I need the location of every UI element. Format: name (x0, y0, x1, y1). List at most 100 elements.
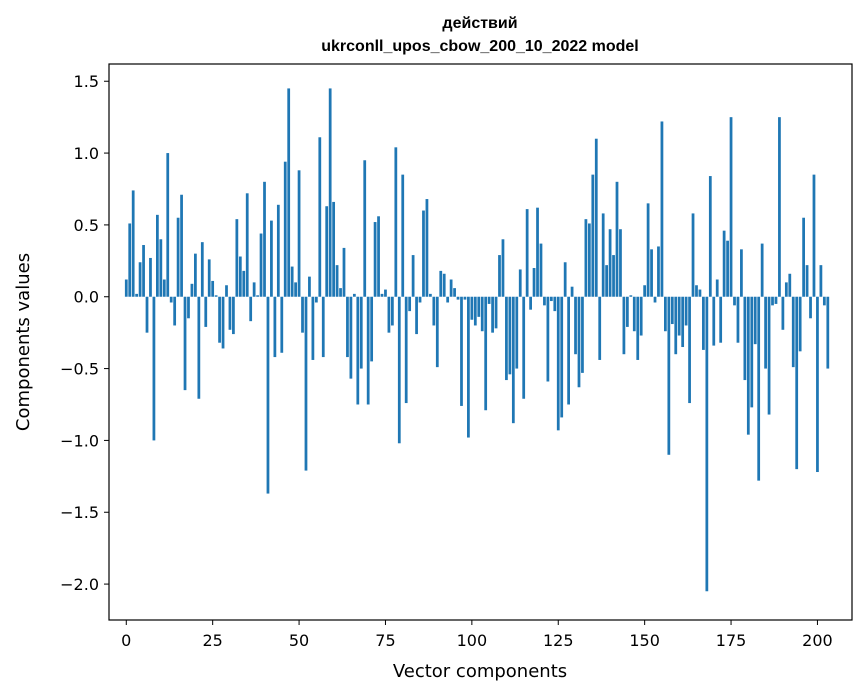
bar (456, 296, 460, 300)
bar (294, 282, 297, 297)
bar (418, 296, 422, 303)
bar (328, 88, 332, 297)
bar (176, 217, 180, 297)
bar (781, 296, 785, 330)
bar (498, 255, 501, 297)
bar (138, 262, 142, 297)
bar (567, 296, 570, 405)
bar (594, 138, 598, 297)
bar (280, 296, 284, 353)
bar (743, 296, 747, 381)
bar (321, 296, 325, 358)
bar (632, 296, 636, 332)
bar (180, 194, 183, 297)
bar (325, 206, 329, 297)
bar (207, 259, 211, 297)
bar (470, 296, 474, 320)
y-axis-ticks: −2.0 −1.5 −1.0 −0.5 0.0 0.5 1.0 1.5 (60, 72, 109, 594)
bar (173, 296, 177, 326)
bar (214, 295, 218, 297)
bar (522, 296, 526, 399)
bar (581, 296, 584, 373)
bar (197, 296, 201, 399)
x-tick-label: 150 (629, 631, 660, 650)
bar (242, 270, 246, 297)
bar (615, 181, 619, 297)
bar (183, 296, 187, 391)
bar (477, 296, 481, 317)
bar (767, 296, 771, 415)
bar (657, 246, 660, 297)
bar (404, 296, 408, 404)
bar (525, 209, 529, 297)
bar (232, 296, 235, 335)
bar (301, 296, 304, 333)
bar (342, 247, 346, 297)
bar (625, 296, 629, 327)
bar (601, 213, 605, 297)
bar (366, 296, 370, 405)
x-tick-label: 125 (543, 631, 574, 650)
bar (318, 137, 322, 297)
bar (795, 296, 799, 470)
bar (266, 296, 270, 494)
bar (387, 296, 391, 333)
bar (546, 296, 550, 382)
bar (553, 296, 557, 312)
bar (812, 174, 816, 297)
bar (598, 296, 602, 360)
bar (422, 210, 425, 297)
bar (757, 296, 761, 481)
bar (726, 240, 729, 297)
bar (688, 296, 691, 404)
bar (276, 204, 280, 297)
bar (311, 296, 315, 360)
x-tick-label: 100 (457, 631, 488, 650)
bar (128, 223, 132, 297)
x-axis-ticks: 0 25 50 75 100 125 150 175 200 (121, 620, 833, 650)
chart-title: действий (442, 15, 517, 32)
bar (401, 174, 405, 297)
bar (397, 296, 401, 444)
x-tick-label: 25 (202, 631, 222, 650)
bar (740, 249, 743, 297)
y-tick-label: −1.0 (60, 431, 99, 450)
bar (529, 296, 532, 310)
y-tick-label: −1.5 (60, 503, 99, 522)
bar (518, 269, 522, 297)
bar (439, 270, 443, 297)
bar (270, 220, 273, 297)
bar (653, 296, 657, 303)
bar (377, 216, 380, 297)
y-tick-label: 1.0 (74, 144, 99, 163)
bar (778, 117, 781, 297)
bar (467, 296, 470, 438)
bar (352, 293, 356, 297)
bar (346, 296, 349, 358)
bar (667, 296, 671, 455)
x-tick-label: 50 (289, 631, 309, 650)
bar (539, 243, 543, 297)
bar (425, 199, 429, 297)
bar (297, 170, 301, 297)
bar (384, 289, 387, 297)
bar (677, 296, 681, 336)
bar (169, 296, 173, 303)
bar (390, 296, 394, 326)
bar (394, 147, 398, 297)
bar (245, 193, 249, 297)
bar (124, 279, 128, 297)
bar (684, 296, 688, 326)
bar (287, 88, 291, 297)
bar (715, 279, 719, 297)
bar (809, 296, 812, 319)
bar (695, 285, 698, 297)
y-axis-label: Components values (13, 253, 34, 431)
y-tick-label: 0.5 (74, 216, 99, 235)
bar (764, 296, 767, 369)
bar (560, 296, 564, 418)
bar (432, 296, 436, 326)
bar (650, 249, 653, 297)
bar (719, 296, 723, 343)
x-axis-label: Vector components (393, 661, 567, 682)
